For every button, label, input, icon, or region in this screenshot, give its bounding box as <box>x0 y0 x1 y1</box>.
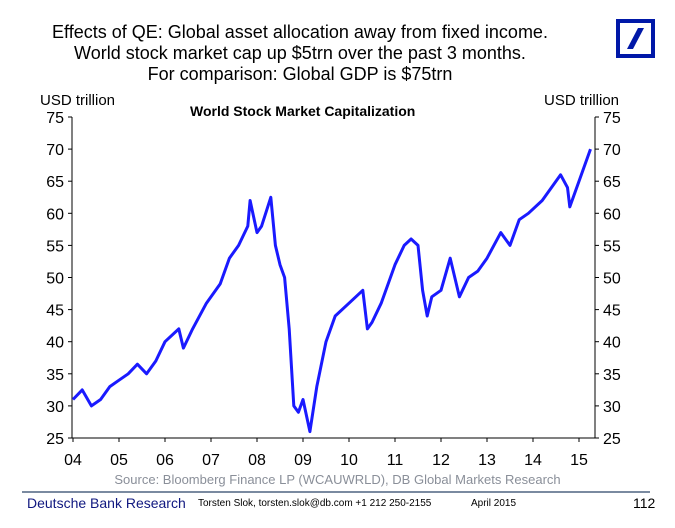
footer-date: April 2015 <box>471 498 517 509</box>
y-tick-label-right: 45 <box>603 303 621 320</box>
y-tick-label-left: 35 <box>46 367 64 384</box>
y-tick-label-left: 60 <box>46 206 64 223</box>
title-line-3: For comparison: Global GDP is $75trn <box>147 64 453 84</box>
footer-divider <box>22 491 650 493</box>
y-tick-label-right: 70 <box>603 142 621 159</box>
chart-title: World Stock Market Capitalization <box>190 103 416 119</box>
footer-brand: Deutsche Bank Research <box>27 495 186 511</box>
x-tick-label: 05 <box>110 452 128 469</box>
source-note: Source: Bloomberg Finance LP (WCAUWRLD),… <box>114 472 561 487</box>
y-tick-label-left: 65 <box>46 174 64 191</box>
y-tick-label-left: 50 <box>46 271 64 288</box>
x-tick-label: 08 <box>248 452 266 469</box>
x-tick-label: 07 <box>202 452 220 469</box>
x-tick-label: 09 <box>294 452 312 469</box>
y-tick-label-left: 30 <box>46 399 64 416</box>
y-tick-label-right: 40 <box>603 335 621 352</box>
x-tick-label: 12 <box>432 452 450 469</box>
y-tick-label-right: 50 <box>603 271 621 288</box>
y-tick-label-right: 75 <box>603 110 621 127</box>
x-tick-label: 06 <box>156 452 174 469</box>
deutsche-bank-logo <box>616 19 655 58</box>
y-tick-label-right: 60 <box>603 206 621 223</box>
x-tick-label: 14 <box>524 452 542 469</box>
y-axis-label-left: USD trillion <box>40 92 116 109</box>
y-tick-label-left: 75 <box>46 110 64 127</box>
title-line-1: Effects of QE: Global asset allocation a… <box>52 22 548 42</box>
y-tick-label-right: 65 <box>603 174 621 191</box>
x-tick-label: 13 <box>478 452 496 469</box>
y-axis-label-right: USD trillion <box>544 92 620 109</box>
footer-contact: Torsten Slok, torsten.slok@db.com +1 212… <box>198 498 432 509</box>
y-tick-label-left: 55 <box>46 238 64 255</box>
x-tick-label: 15 <box>570 452 588 469</box>
series-line-world-market-cap <box>71 148 592 434</box>
title-line-2: World stock market cap up $5trn over the… <box>74 43 526 63</box>
y-tick-label-left: 40 <box>46 335 64 352</box>
y-tick-label-right: 55 <box>603 238 621 255</box>
page-number: 112 <box>633 495 656 511</box>
y-tick-label-right: 25 <box>603 431 621 448</box>
x-tick-label: 10 <box>340 452 358 469</box>
y-tick-label-right: 30 <box>603 399 621 416</box>
y-tick-label-left: 25 <box>46 431 64 448</box>
x-tick-label: 11 <box>387 452 404 469</box>
y-tick-label-left: 70 <box>46 142 64 159</box>
y-tick-label-right: 35 <box>603 367 621 384</box>
x-tick-label: 04 <box>64 452 82 469</box>
y-tick-label-left: 45 <box>46 303 64 320</box>
